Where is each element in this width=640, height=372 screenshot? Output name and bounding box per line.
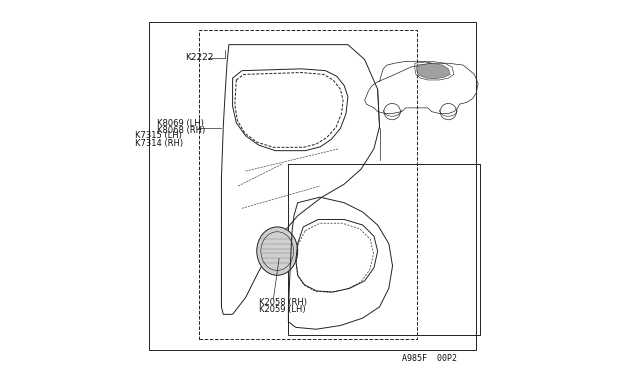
Bar [289,164,480,335]
Text: K2222: K2222 [186,53,214,62]
Ellipse shape [257,227,298,275]
Text: K2059 (LH): K2059 (LH) [259,305,305,314]
Text: K8068 (RH): K8068 (RH) [157,126,205,135]
Text: K2058 (RH): K2058 (RH) [259,298,307,307]
Bar [149,22,476,350]
Text: K7314 (RH): K7314 (RH) [135,139,183,148]
Text: K8069 (LH): K8069 (LH) [157,119,204,128]
Text: K7315 (LH): K7315 (LH) [135,131,182,140]
Polygon shape [417,63,450,79]
Text: A985F  00P2: A985F 00P2 [402,354,457,363]
Bar [199,30,417,339]
